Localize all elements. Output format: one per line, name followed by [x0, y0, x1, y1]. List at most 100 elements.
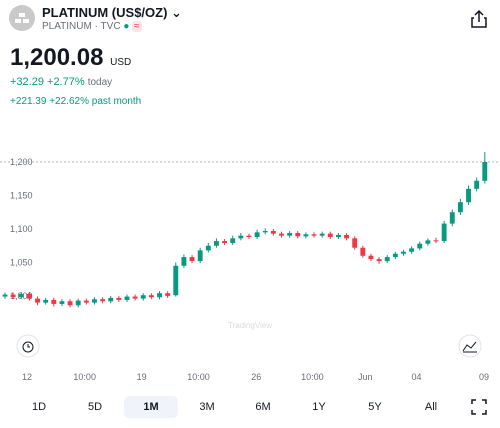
candle-body — [474, 180, 480, 189]
candle-body — [100, 299, 106, 302]
timeframe-button[interactable]: 1Y — [312, 401, 326, 413]
candle-body — [466, 188, 471, 203]
candle-body — [368, 255, 374, 260]
symbol-title[interactable]: PLATINUM (US$/OZ) ⌄ — [42, 5, 182, 20]
candle-body — [18, 293, 24, 298]
candle-body — [213, 241, 219, 246]
candle-body — [2, 294, 8, 297]
candle-body — [335, 235, 341, 238]
timeframe-button[interactable]: 1M — [124, 396, 178, 418]
candle-body — [116, 297, 122, 300]
candle-body — [270, 230, 276, 234]
candle-body — [238, 235, 244, 239]
candle-body — [344, 235, 349, 239]
candle-body — [230, 238, 236, 244]
candle-body — [401, 251, 406, 254]
y-tick-label: 1,150 — [10, 191, 33, 201]
change: +32.29 — [10, 76, 44, 88]
candle-body — [319, 233, 325, 236]
x-tick-label: 09 — [479, 372, 489, 382]
timeframe-button[interactable]: All — [424, 401, 438, 413]
fullscreen-button[interactable] — [470, 398, 488, 416]
candle-body — [254, 232, 260, 238]
change-period: today — [87, 77, 113, 88]
candle-body — [10, 294, 16, 298]
candle-body — [425, 240, 431, 244]
x-tick-label: 10:00 — [301, 372, 324, 382]
watermark: TradingView — [228, 321, 272, 330]
candle-body — [35, 298, 40, 303]
candle-body — [132, 296, 138, 299]
candle-body — [360, 247, 366, 256]
candle-body — [67, 301, 73, 306]
candle-body — [26, 293, 32, 299]
candle-body — [376, 259, 382, 262]
candle-body — [59, 301, 65, 304]
exchange: TVC — [100, 21, 121, 32]
x-tick-label: 04 — [411, 372, 421, 382]
candle-body — [140, 295, 146, 299]
candle-body — [43, 299, 49, 303]
timeframe-button[interactable]: 1D — [31, 401, 47, 413]
indicator-button[interactable] — [458, 334, 482, 358]
candle-body — [287, 232, 293, 236]
symbol: PLATINUM — [42, 21, 92, 32]
candle-body — [384, 257, 390, 262]
candle-body — [173, 265, 179, 296]
candle-body — [441, 223, 447, 242]
period-change-value: +221.39 — [10, 96, 47, 107]
candle-body — [157, 293, 162, 298]
candle-body — [482, 161, 488, 181]
candle-body — [262, 230, 268, 233]
currency: USD — [110, 57, 132, 68]
timeframe-button[interactable]: 6M — [255, 401, 271, 413]
candle-body — [246, 235, 252, 238]
title-text: PLATINUM (US$/OZ) — [42, 5, 168, 20]
timeframe-button[interactable]: 5Y — [368, 401, 382, 413]
candle-body — [392, 253, 398, 258]
x-tick-label: 12 — [22, 372, 32, 382]
candle-body — [449, 212, 455, 224]
candle-body — [197, 250, 203, 262]
symbol-subtitle: PLATINUM · TVC ● ≈ — [42, 21, 142, 32]
candle-body — [295, 232, 301, 237]
alert-button[interactable] — [16, 334, 40, 358]
period-change-pct: +22.62% — [49, 96, 89, 107]
candle-body — [75, 300, 81, 306]
day-change: +32.29 +2.77% today — [10, 76, 112, 88]
candle-body — [165, 293, 171, 296]
candle-body — [311, 234, 317, 236]
x-tick-label: 10:00 — [187, 372, 210, 382]
price-value: 1,200.08 — [10, 44, 104, 71]
share-button[interactable] — [470, 9, 488, 29]
candle-body — [417, 243, 423, 249]
x-tick-label: 19 — [137, 372, 147, 382]
candle-body — [303, 234, 309, 237]
candle-body — [108, 297, 114, 302]
candle-body — [83, 300, 89, 303]
x-tick-label: Jun — [358, 372, 373, 382]
candle-body — [279, 233, 284, 236]
x-tick-label: 26 — [251, 372, 261, 382]
candle-body — [148, 295, 154, 298]
candle-body — [92, 299, 97, 303]
candle-body — [222, 241, 228, 244]
candle-body — [189, 257, 195, 262]
period-change: +221.39 +22.62% past month — [10, 96, 141, 107]
change-pct: +2.77% — [47, 76, 85, 88]
x-tick-label: 10:00 — [73, 372, 96, 382]
candle-body — [51, 299, 57, 304]
chart: TradingView 1,0001,0501,1001,1501,200121… — [0, 152, 500, 382]
candle-body — [433, 240, 439, 242]
symbol-logo — [9, 5, 35, 31]
y-tick-label: 1,100 — [10, 224, 33, 234]
candle-body — [205, 245, 211, 251]
period-label: past month — [91, 96, 142, 107]
timeframe-button[interactable]: 5D — [87, 401, 103, 413]
candle-body — [124, 296, 130, 300]
y-tick-label: 1,050 — [10, 257, 33, 267]
candle-body — [409, 248, 415, 252]
candle-body — [352, 238, 358, 248]
timeframe-button[interactable]: 3M — [199, 401, 215, 413]
